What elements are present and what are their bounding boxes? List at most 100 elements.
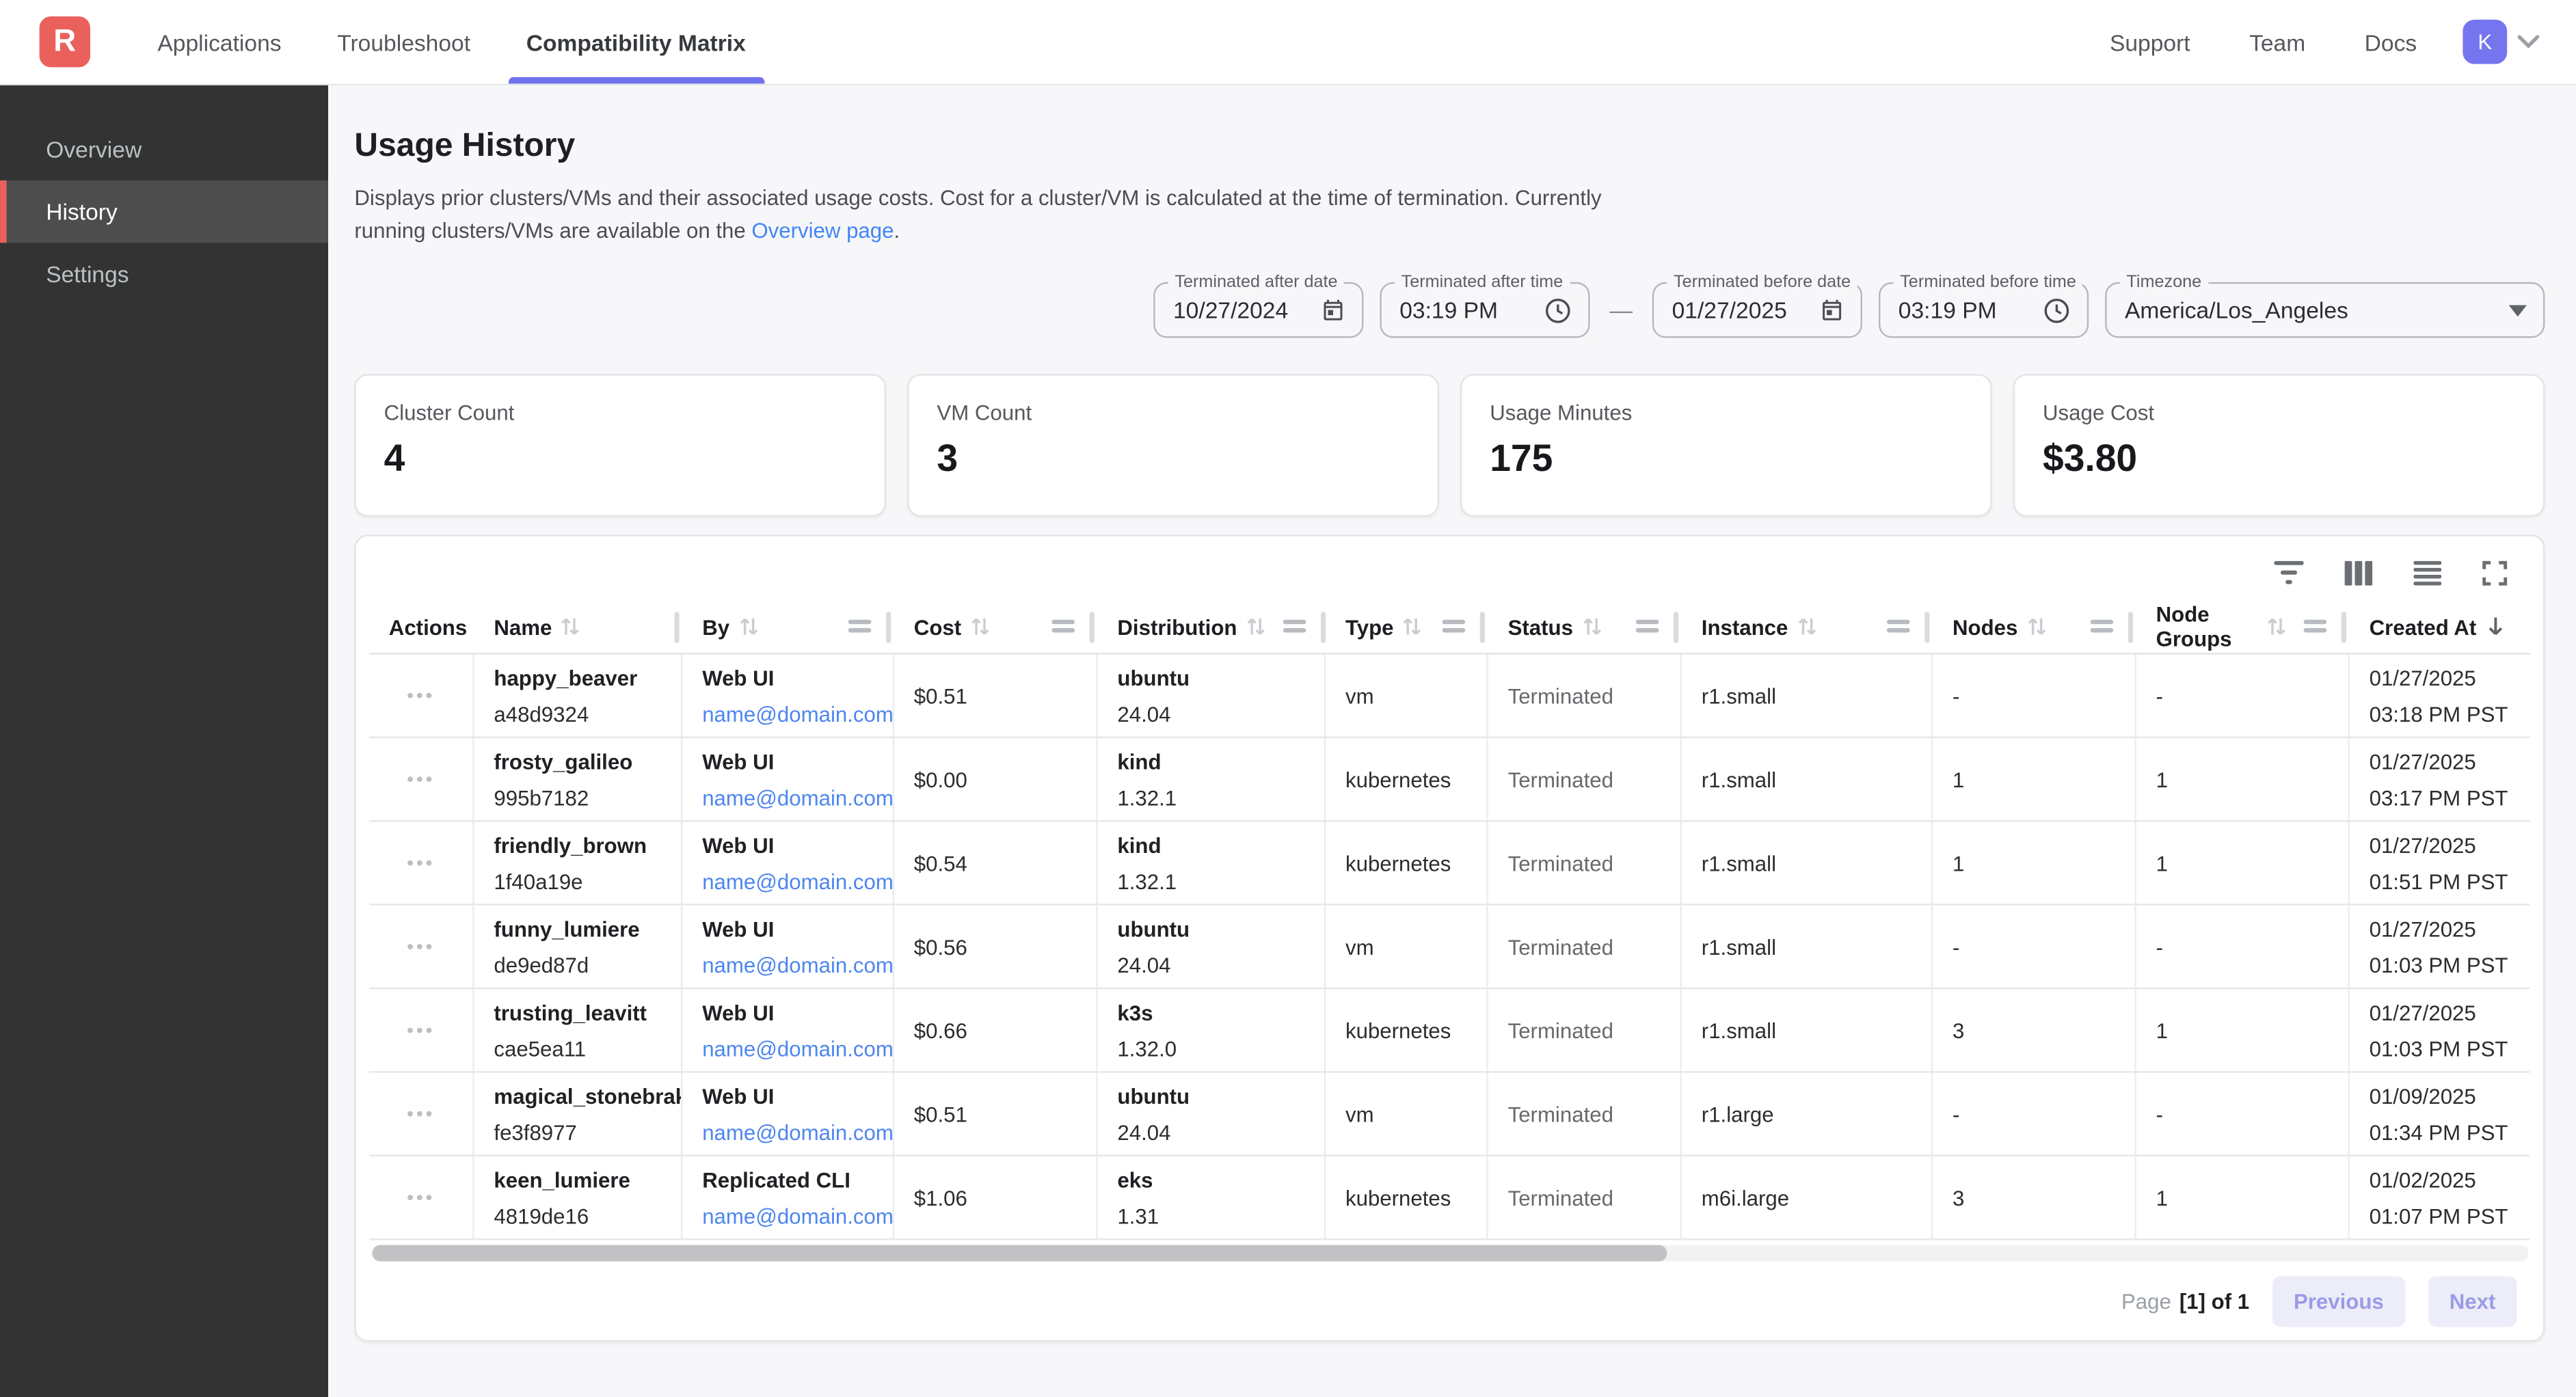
created_at-line-2: 01:03 PM PST — [2369, 952, 2508, 977]
cell-distribution: eks 1.31 — [1098, 1156, 1326, 1239]
terminated-before-time-field[interactable]: Terminated before time 03:19 PM — [1879, 272, 2089, 338]
calendar-icon[interactable] — [1321, 297, 1345, 323]
sidebar-item-history[interactable]: History — [0, 180, 329, 243]
column-header-cost[interactable]: Cost — [894, 600, 1098, 653]
replicated-logo[interactable]: R — [39, 16, 90, 68]
field-label: Timezone — [2119, 272, 2208, 293]
sort-arrows-icon — [560, 615, 581, 638]
row-actions-button[interactable]: ••• — [407, 683, 435, 707]
column-header-instance[interactable]: Instance — [1682, 600, 1933, 653]
column-menu-icon[interactable] — [2090, 619, 2114, 635]
column-header-distribution[interactable]: Distribution — [1098, 600, 1326, 653]
cell-name: frosty_galileo 995b7182 — [474, 738, 683, 820]
distribution-line-2: 24.04 — [1117, 1120, 1171, 1145]
overview-page-link[interactable]: Overview page — [751, 218, 894, 243]
terminated-before-date-field[interactable]: Terminated before date 01/27/2025 — [1652, 272, 1862, 338]
email-link[interactable]: name@domain.com — [702, 868, 894, 893]
sidebar-item-overview[interactable]: Overview — [46, 136, 142, 163]
email-link[interactable]: name@domain.com — [702, 701, 894, 726]
column-menu-icon[interactable] — [848, 619, 872, 635]
column-header-name[interactable]: Name — [474, 600, 683, 653]
column-header-nodes[interactable]: Nodes — [1933, 600, 2136, 653]
cell-name: keen_lumiere 4819de16 — [474, 1156, 683, 1239]
field-value: 03:19 PM — [1898, 297, 1997, 323]
stat-label: Usage Minutes — [1490, 400, 1633, 425]
created_at-line-2: 01:34 PM PST — [2369, 1120, 2508, 1145]
primary-nav: Applications Troubleshoot Compatibility … — [130, 0, 774, 84]
previous-page-button[interactable]: Previous — [2272, 1275, 2405, 1327]
column-separator — [1924, 611, 1930, 642]
distribution-line-2: 24.04 — [1117, 952, 1171, 977]
clock-icon[interactable] — [1544, 296, 1572, 324]
column-menu-icon[interactable] — [1635, 619, 1659, 635]
column-menu-icon[interactable] — [2303, 619, 2327, 635]
column-label: Cost — [913, 614, 962, 639]
nav-item-team[interactable]: Team — [2249, 29, 2306, 55]
clock-icon[interactable] — [2043, 296, 2071, 324]
secondary-nav: Support Team Docs K — [2080, 0, 2540, 83]
nav-item-docs[interactable]: Docs — [2364, 29, 2417, 55]
column-menu-icon[interactable] — [1283, 619, 1306, 635]
email-link[interactable]: name@domain.com — [702, 1203, 894, 1228]
column-header-status[interactable]: Status — [1488, 600, 1682, 653]
columns-icon[interactable] — [2344, 560, 2373, 585]
stat-card-usage-minutes: Usage Minutes 175 — [1460, 374, 1992, 517]
cell-cost: $0.66 — [894, 989, 1098, 1072]
by-line-1: Web UI — [702, 916, 775, 941]
calendar-icon[interactable] — [1820, 297, 1844, 323]
account-menu-button[interactable]: K — [2463, 19, 2540, 64]
cell-status: Terminated — [1488, 905, 1682, 988]
sort-arrows-icon — [2266, 615, 2287, 638]
nav-item-troubleshoot[interactable]: Troubleshoot — [337, 29, 471, 55]
sort-arrows-icon — [969, 615, 991, 638]
stat-card-cluster-count: Cluster Count 4 — [354, 374, 886, 517]
column-separator — [1479, 611, 1485, 642]
distribution-line-1: kind — [1117, 832, 1162, 857]
row-actions-button[interactable]: ••• — [407, 1018, 435, 1042]
horizontal-scrollbar-thumb[interactable] — [372, 1245, 1667, 1262]
nav-item-applications[interactable]: Applications — [157, 29, 282, 55]
cell-distribution: k3s 1.32.0 — [1098, 989, 1326, 1072]
column-header-node_groups[interactable]: Node Groups — [2136, 600, 2350, 653]
filter-icon[interactable] — [2274, 560, 2304, 585]
cell-type: kubernetes — [1326, 1156, 1488, 1239]
field-label: Terminated before date — [1667, 272, 1857, 293]
terminated-after-date-field[interactable]: Terminated after date 10/27/2024 — [1153, 272, 1364, 338]
row-actions-button[interactable]: ••• — [407, 1186, 435, 1209]
cell-name: magical_stonebraker fe3f8977 — [474, 1072, 683, 1155]
column-header-created_at[interactable]: Created At — [2350, 600, 2530, 653]
email-link[interactable]: name@domain.com — [702, 1035, 894, 1061]
terminated-after-time-field[interactable]: Terminated after time 03:19 PM — [1380, 272, 1590, 338]
cell-nodes: 3 — [1933, 1156, 2136, 1239]
row-actions-button[interactable]: ••• — [407, 935, 435, 958]
nav-item-support[interactable]: Support — [2109, 29, 2190, 55]
row-actions-button[interactable]: ••• — [407, 768, 435, 791]
description-period: . — [894, 218, 900, 243]
cell-node_groups: - — [2136, 654, 2350, 737]
cell-nodes: - — [1933, 654, 2136, 737]
cell-type: vm — [1326, 1072, 1488, 1155]
email-link[interactable]: name@domain.com — [702, 1120, 894, 1145]
distribution-line-1: ubuntu — [1117, 916, 1190, 941]
cell-distribution: kind 1.32.1 — [1098, 822, 1326, 904]
email-link[interactable]: name@domain.com — [702, 952, 894, 977]
column-header-type[interactable]: Type — [1326, 600, 1488, 653]
fullscreen-icon[interactable] — [2482, 560, 2508, 585]
timezone-select[interactable]: Timezone America/Los_Angeles — [2105, 272, 2545, 338]
row-actions-button[interactable]: ••• — [407, 851, 435, 875]
row-actions-button[interactable]: ••• — [407, 1102, 435, 1126]
nav-item-compatibility-matrix[interactable]: Compatibility Matrix — [498, 0, 774, 84]
created_at-line-1: 01/09/2025 — [2369, 1083, 2476, 1109]
email-link[interactable]: name@domain.com — [702, 785, 894, 810]
next-page-button[interactable]: Next — [2428, 1275, 2517, 1327]
column-menu-icon[interactable] — [1051, 619, 1075, 635]
sort-desc-icon — [2484, 615, 2508, 638]
column-header-by[interactable]: By — [682, 600, 894, 653]
column-menu-icon[interactable] — [1442, 619, 1466, 635]
density-icon[interactable] — [2413, 560, 2442, 585]
cell-status: Terminated — [1488, 989, 1682, 1072]
by-line-1: Web UI — [702, 665, 775, 690]
column-menu-icon[interactable] — [1887, 619, 1910, 635]
top-navbar: R Applications Troubleshoot Compatibilit… — [0, 0, 2576, 85]
sidebar-item-settings[interactable]: Settings — [46, 260, 129, 288]
